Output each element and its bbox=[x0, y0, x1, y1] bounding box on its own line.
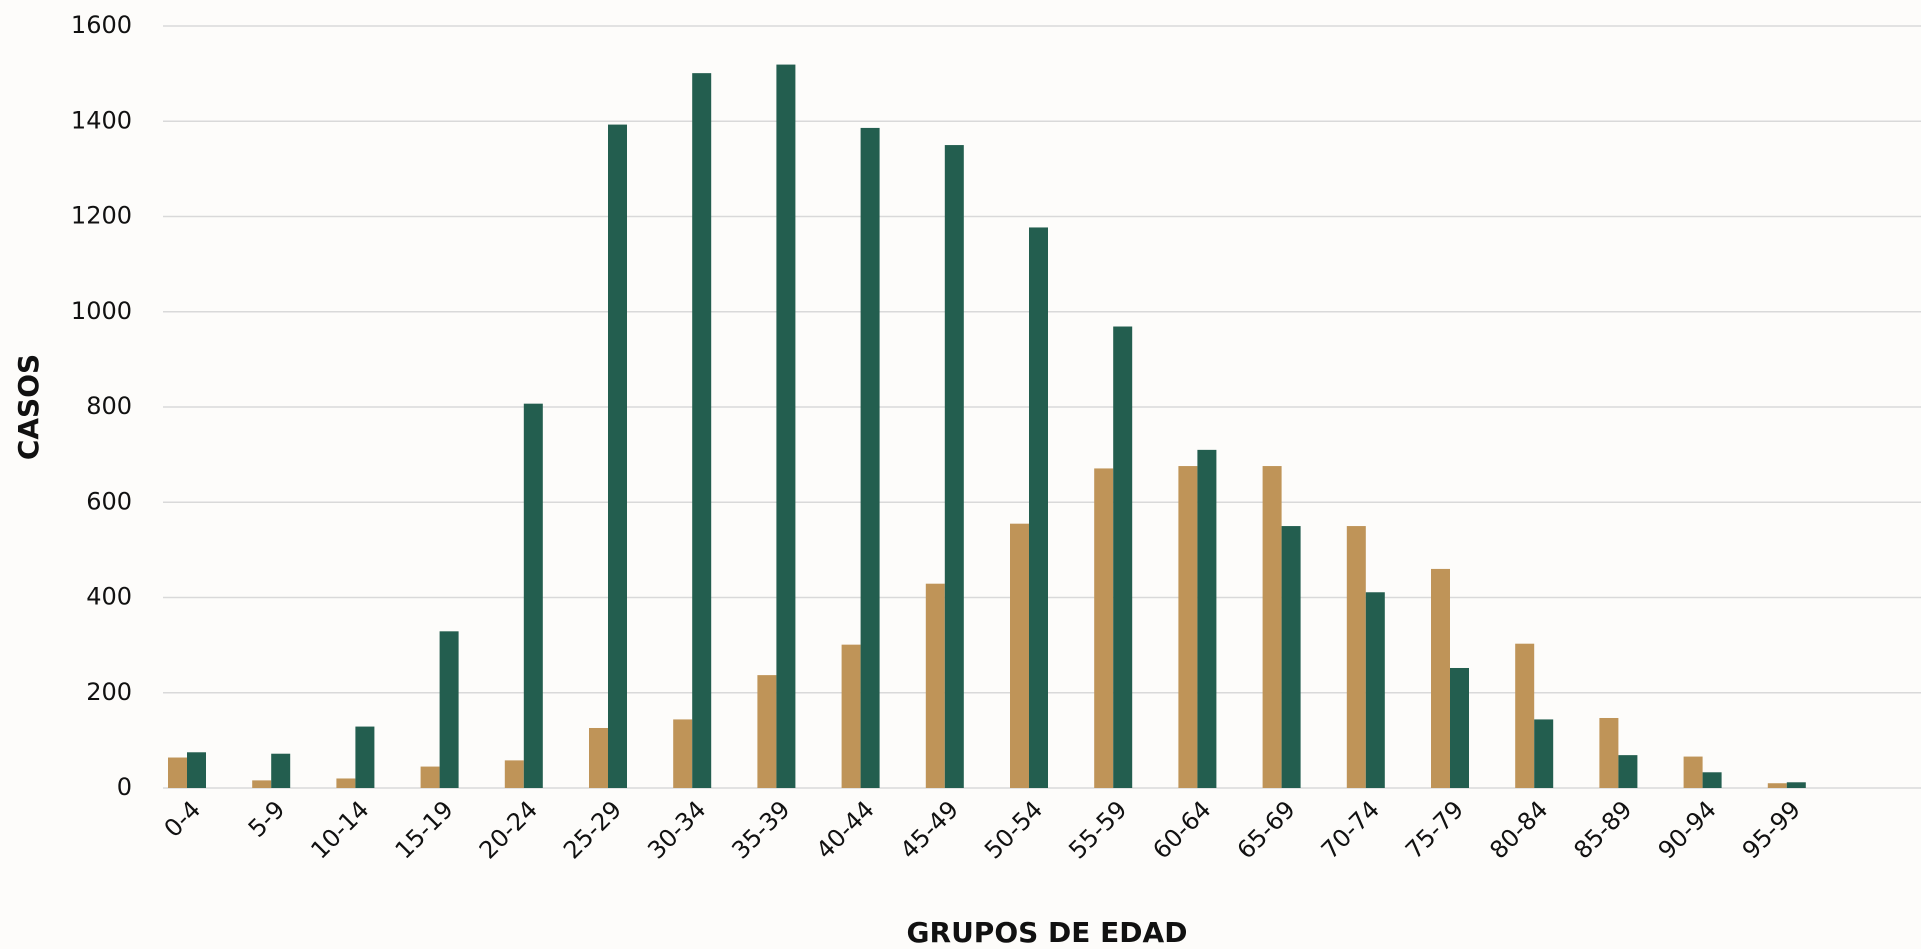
bar bbox=[1094, 468, 1114, 788]
bar bbox=[1450, 667, 1469, 788]
bar bbox=[1431, 568, 1450, 788]
bar bbox=[523, 403, 543, 788]
bar bbox=[1281, 526, 1301, 788]
bar bbox=[336, 778, 356, 788]
bar bbox=[1178, 466, 1198, 788]
bar bbox=[1010, 523, 1029, 788]
bar bbox=[439, 631, 459, 788]
y-tick-label: 1200 bbox=[71, 202, 132, 230]
bar bbox=[673, 719, 693, 788]
bar bbox=[1534, 719, 1554, 788]
bar bbox=[420, 766, 440, 788]
bar bbox=[187, 752, 206, 788]
bar bbox=[608, 124, 627, 789]
y-tick-label: 400 bbox=[86, 583, 132, 611]
bar bbox=[168, 757, 187, 788]
bar bbox=[1515, 643, 1535, 788]
bar bbox=[776, 64, 796, 789]
bar bbox=[1346, 526, 1366, 788]
y-axis-title: CASOS bbox=[12, 354, 45, 460]
y-tick-label: 1400 bbox=[71, 106, 132, 134]
bar bbox=[1767, 783, 1787, 788]
bar bbox=[944, 145, 964, 788]
y-tick-label: 800 bbox=[86, 392, 132, 420]
bar bbox=[1599, 717, 1619, 788]
bar bbox=[692, 73, 712, 789]
bar bbox=[1618, 755, 1638, 788]
x-axis-title: GRUPOS DE EDAD bbox=[907, 916, 1188, 949]
y-tick-label: 1000 bbox=[71, 297, 132, 325]
bar bbox=[271, 753, 291, 788]
y-tick-label: 0 bbox=[117, 773, 132, 801]
y-tick-label: 1600 bbox=[71, 11, 132, 39]
y-tick-label: 200 bbox=[86, 678, 132, 706]
bar bbox=[504, 760, 524, 788]
bar bbox=[1365, 592, 1385, 788]
bar bbox=[1262, 466, 1282, 788]
y-tick-label: 600 bbox=[86, 487, 132, 515]
bar bbox=[841, 644, 861, 788]
bar bbox=[252, 780, 272, 788]
bar bbox=[1113, 326, 1133, 788]
bar bbox=[757, 675, 777, 788]
bar bbox=[355, 726, 375, 788]
bar bbox=[860, 127, 880, 789]
bar bbox=[1029, 227, 1048, 789]
bar bbox=[925, 583, 945, 788]
bar bbox=[1786, 782, 1806, 788]
bar bbox=[1683, 756, 1703, 788]
bar bbox=[1702, 772, 1722, 788]
bar bbox=[589, 727, 608, 788]
bar bbox=[1197, 449, 1217, 788]
